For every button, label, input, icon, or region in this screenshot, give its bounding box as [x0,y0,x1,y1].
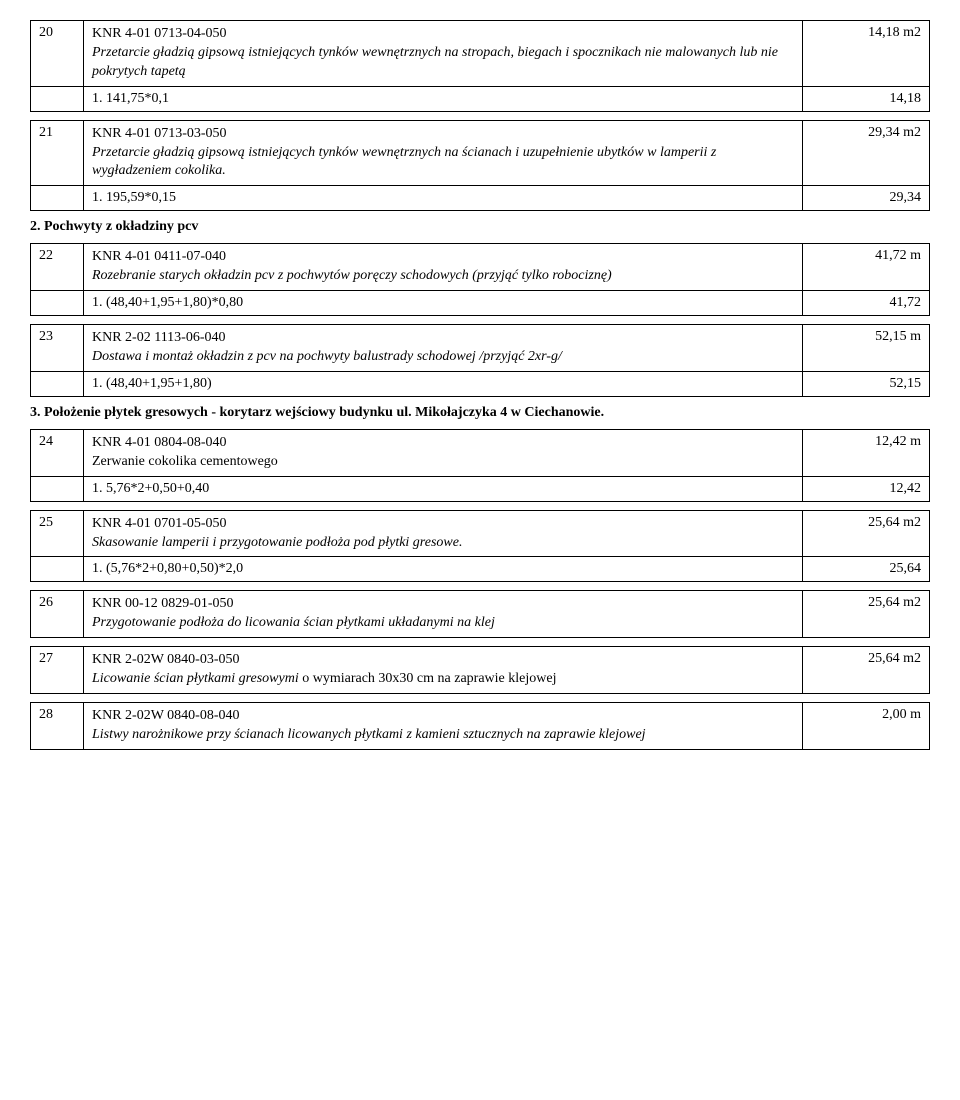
row-calc: 1. 195,59*0,15 [84,186,803,211]
row-number: 24 [31,429,84,476]
calc-empty [31,557,84,582]
row-calc: 1. (5,76*2+0,80+0,50)*2,0 [84,557,803,582]
item-row-28: 28 KNR 2-02W 0840-08-040 Listwy narożnik… [30,702,930,750]
row-code: KNR 2-02W 0840-08-040 [92,708,240,723]
row-description: KNR 4-01 0713-03-050 Przetarcie gładzią … [84,120,803,186]
row-calc-value: 14,18 [803,86,930,111]
row-description: KNR 2-02 1113-06-040 Dostawa i montaż ok… [84,325,803,372]
row-number: 25 [31,510,84,557]
row-number: 27 [31,647,84,694]
row-number: 20 [31,21,84,87]
item-row-26: 26 KNR 00-12 0829-01-050 Przygotowanie p… [30,590,930,638]
calc-empty [31,86,84,111]
row-number: 21 [31,120,84,186]
row-value: 29,34 m2 [803,120,930,186]
row-number: 23 [31,325,84,372]
row-description: KNR 4-01 0804-08-040 Zerwanie cokolika c… [84,429,803,476]
calc-empty [31,476,84,501]
row-desc-text: Zerwanie cokolika cementowego [92,454,278,469]
row-value: 25,64 m2 [803,591,930,638]
item-row-24: 24 KNR 4-01 0804-08-040 Zerwanie cokolik… [30,429,930,502]
row-desc-text: Dostawa i montaż okładzin z pcv na pochw… [92,349,562,364]
row-code: KNR 4-01 0804-08-040 [92,435,227,450]
row-value: 52,15 m [803,325,930,372]
row-code: KNR 4-01 0713-04-050 [92,26,227,41]
item-row-27: 27 KNR 2-02W 0840-03-050 Licowanie ścian… [30,646,930,694]
row-desc-post: o wymiarach 30x30 cm na zaprawie klejowe… [299,671,557,686]
row-desc-text: Przygotowanie podłoża do licowania ścian… [92,615,495,630]
row-code: KNR 2-02W 0840-03-050 [92,652,240,667]
row-desc-text: Skasowanie lamperii i przygotowanie podł… [92,535,462,550]
row-desc-text: Przetarcie gładzią gipsową istniejących … [92,145,716,179]
item-row-25: 25 KNR 4-01 0701-05-050 Skasowanie lampe… [30,510,930,583]
row-description: KNR 00-12 0829-01-050 Przygotowanie podł… [84,591,803,638]
row-number: 22 [31,244,84,291]
row-description: KNR 2-02W 0840-08-040 Listwy narożnikowe… [84,703,803,750]
section-heading-2: 2. Pochwyty z okładziny pcv [30,219,930,235]
calc-empty [31,371,84,396]
row-number: 26 [31,591,84,638]
item-row-22: 22 KNR 4-01 0411-07-040 Rozebranie stary… [30,243,930,316]
row-description: KNR 4-01 0411-07-040 Rozebranie starych … [84,244,803,291]
row-desc-text: Rozebranie starych okładzin pcv z pochwy… [92,268,612,283]
row-calc: 1. 141,75*0,1 [84,86,803,111]
row-value: 12,42 m [803,429,930,476]
row-calc-value: 41,72 [803,291,930,316]
row-code: KNR 4-01 0411-07-040 [92,249,226,264]
row-desc-pre: Licowanie ścian płytkami gresowymi [92,671,299,686]
row-desc-text: Przetarcie gładzią gipsową istniejących … [92,45,778,79]
row-calc: 1. 5,76*2+0,50+0,40 [84,476,803,501]
row-calc: 1. (48,40+1,95+1,80)*0,80 [84,291,803,316]
row-number: 28 [31,703,84,750]
calc-empty [31,186,84,211]
row-value: 25,64 m2 [803,510,930,557]
calc-empty [31,291,84,316]
row-value: 41,72 m [803,244,930,291]
row-desc-text: Listwy narożnikowe przy ścianach licowan… [92,727,646,742]
row-calc-value: 25,64 [803,557,930,582]
row-description: KNR 4-01 0701-05-050 Skasowanie lamperii… [84,510,803,557]
row-code: KNR 00-12 0829-01-050 [92,596,234,611]
item-row-21: 21 KNR 4-01 0713-03-050 Przetarcie gładz… [30,120,930,212]
item-row-23: 23 KNR 2-02 1113-06-040 Dostawa i montaż… [30,324,930,397]
row-value: 2,00 m [803,703,930,750]
row-calc-value: 12,42 [803,476,930,501]
row-calc-value: 52,15 [803,371,930,396]
row-description: KNR 4-01 0713-04-050 Przetarcie gładzią … [84,21,803,87]
item-row-20: 20 KNR 4-01 0713-04-050 Przetarcie gładz… [30,20,930,112]
row-description: KNR 2-02W 0840-03-050 Licowanie ścian pł… [84,647,803,694]
row-calc: 1. (48,40+1,95+1,80) [84,371,803,396]
row-code: KNR 4-01 0701-05-050 [92,516,227,531]
section-heading-3: 3. Położenie płytek gresowych - korytarz… [30,405,930,421]
row-value: 25,64 m2 [803,647,930,694]
row-calc-value: 29,34 [803,186,930,211]
row-code: KNR 4-01 0713-03-050 [92,126,227,141]
row-value: 14,18 m2 [803,21,930,87]
row-code: KNR 2-02 1113-06-040 [92,330,226,345]
